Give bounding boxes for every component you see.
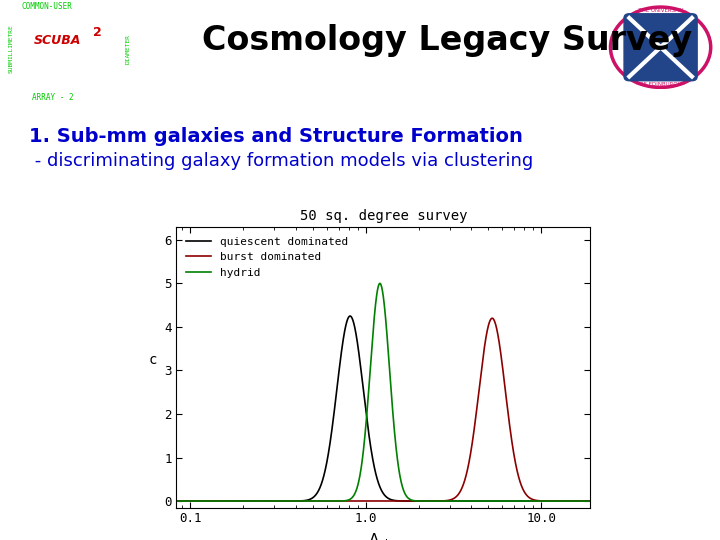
Text: 2: 2 bbox=[94, 26, 102, 39]
Title: 50 sq. degree survey: 50 sq. degree survey bbox=[300, 209, 467, 223]
Text: Cosmology Legacy Survey: Cosmology Legacy Survey bbox=[202, 24, 692, 57]
Text: DIAMETER: DIAMETER bbox=[126, 33, 131, 64]
Y-axis label: c: c bbox=[149, 353, 157, 367]
FancyBboxPatch shape bbox=[624, 14, 697, 80]
X-axis label: $\Lambda_{\rm sky}$: $\Lambda_{\rm sky}$ bbox=[368, 531, 399, 540]
Text: - discriminating galaxy formation models via clustering: - discriminating galaxy formation models… bbox=[29, 152, 533, 170]
Legend: quiescent dominated, burst dominated, hydrid: quiescent dominated, burst dominated, hy… bbox=[182, 232, 352, 282]
Text: COMMON-USER: COMMON-USER bbox=[22, 2, 73, 11]
Text: · THE UNIVERSITY ·: · THE UNIVERSITY · bbox=[635, 8, 686, 13]
Text: 1. Sub-mm galaxies and Structure Formation: 1. Sub-mm galaxies and Structure Formati… bbox=[29, 127, 523, 146]
Text: ARRAY - 2: ARRAY - 2 bbox=[32, 93, 74, 102]
Text: · OF EDINBURGH ·: · OF EDINBURGH · bbox=[636, 82, 685, 86]
Text: SUBMILLIMETRE: SUBMILLIMETRE bbox=[9, 24, 14, 73]
Text: SCUBA: SCUBA bbox=[34, 34, 81, 47]
